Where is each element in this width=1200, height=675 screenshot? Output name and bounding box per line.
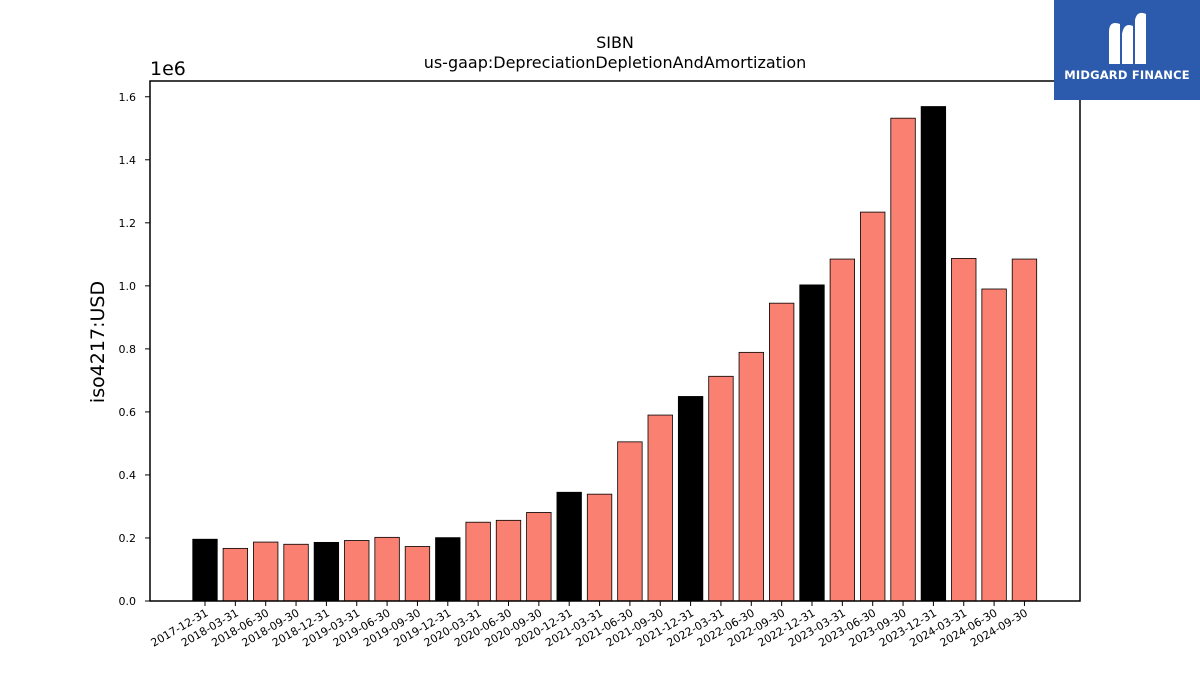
bar-2024-09-30 — [1011, 258, 1038, 602]
bar-2021-06-30 — [617, 441, 643, 602]
y-tick-label: 1.6 — [119, 91, 137, 104]
chart-title: SIBN — [596, 33, 634, 52]
bar-2024-03-31 — [951, 258, 977, 602]
bar-2022-12-31 — [799, 284, 825, 602]
y-axis-label: iso4217:USD — [87, 281, 109, 403]
bar-2018-03-31 — [222, 547, 249, 602]
bar-2022-09-30 — [769, 302, 795, 602]
bar-2023-09-30 — [890, 117, 916, 602]
bar-2023-12-31 — [920, 106, 947, 602]
chart-subtitle: us-gaap:DepreciationDepletionAndAmortiza… — [424, 53, 807, 72]
bar-2018-06-30 — [253, 541, 279, 602]
bars-group — [192, 106, 1038, 602]
bar-2019-09-30 — [404, 546, 431, 602]
y-scale-label: 1e6 — [150, 58, 186, 80]
midgard-logo-icon — [1109, 12, 1146, 64]
x-axis: 2017-12-312018-03-312018-06-302018-09-30… — [149, 601, 1030, 650]
bar-2023-06-30 — [860, 211, 886, 602]
y-tick-label: 1.4 — [119, 154, 137, 167]
bar-2022-06-30 — [738, 351, 764, 602]
bar-2018-12-31 — [313, 541, 340, 602]
bar-2023-03-31 — [829, 258, 855, 602]
bar-2017-12-31 — [192, 538, 218, 602]
bar-2021-03-31 — [586, 493, 613, 602]
y-tick-label: 0.6 — [119, 406, 137, 419]
logo-text: MIDGARD FINANCE — [1064, 68, 1190, 82]
bar-2022-03-31 — [708, 375, 734, 602]
bar-2020-09-30 — [526, 512, 552, 602]
bar-2021-09-30 — [647, 414, 673, 602]
y-tick-label: 1.2 — [119, 217, 137, 230]
bar-2020-03-31 — [465, 521, 491, 602]
bar-2019-12-31 — [435, 537, 461, 602]
y-tick-label: 0.8 — [119, 343, 137, 356]
y-tick-label: 0.2 — [119, 532, 137, 545]
plot-frame — [149, 80, 1081, 602]
y-tick-label: 1.0 — [119, 280, 137, 293]
bar-2024-06-30 — [981, 288, 1007, 602]
y-tick-label: 0.4 — [119, 469, 137, 482]
bar-2018-09-30 — [283, 543, 309, 602]
midgard-finance-logo: MIDGARD FINANCE — [1054, 0, 1200, 100]
bar-2019-06-30 — [374, 536, 400, 602]
bar-2021-12-31 — [677, 396, 704, 602]
bar-2020-06-30 — [495, 519, 522, 602]
bar-2020-12-31 — [556, 491, 582, 602]
y-axis: 0.0 0.2 0.4 0.6 0.8 1.0 1.2 1.4 1.6 — [119, 91, 150, 608]
y-tick-label: 0.0 — [119, 595, 137, 608]
bar-2019-03-31 — [344, 540, 370, 602]
